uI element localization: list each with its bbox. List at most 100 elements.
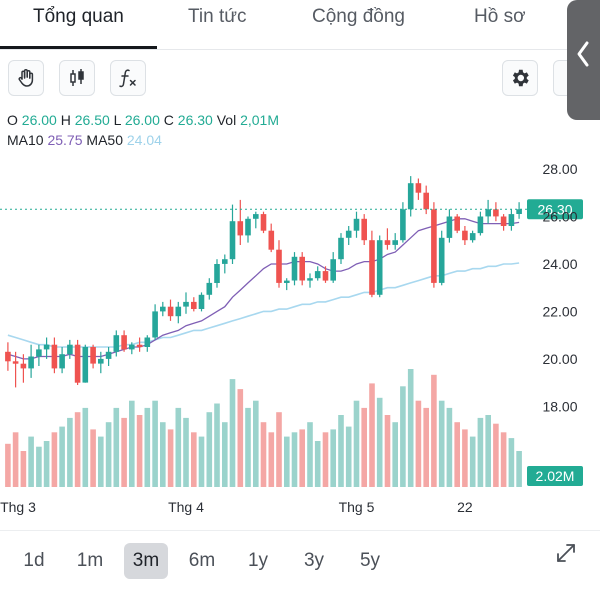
x-tick-label: Thg 5 xyxy=(339,499,375,515)
candle-body xyxy=(376,240,383,295)
side-panel-handle[interactable] xyxy=(567,0,600,120)
candle-body xyxy=(299,256,305,281)
volume-bar xyxy=(415,400,422,487)
chart-type-button[interactable] xyxy=(59,60,95,96)
price-chart[interactable]: 26.30 28.00 26.00 24.00 22.00 20.00 18.00 2.02M… xyxy=(0,140,600,520)
volume-bar xyxy=(51,432,58,487)
volume-label: Vol xyxy=(216,112,237,128)
high-value: 26.50 xyxy=(74,112,110,128)
y-tick-label: 22.00 xyxy=(542,303,577,319)
tab-profile[interactable]: Hồ sơ xyxy=(474,6,526,27)
hand-tool-button[interactable] xyxy=(8,60,44,96)
candle-body xyxy=(469,233,476,241)
period-1y[interactable]: 1y xyxy=(247,550,269,571)
candle-body xyxy=(20,363,27,369)
low-label: L xyxy=(113,112,121,128)
candle-body xyxy=(59,354,65,369)
tab-overview[interactable]: Tổng quan xyxy=(33,6,124,27)
candle-body xyxy=(74,344,81,383)
candle-body xyxy=(253,214,259,219)
volume-bar xyxy=(299,429,305,487)
volume-bar xyxy=(500,432,507,487)
candle-body xyxy=(438,237,445,283)
candle-body xyxy=(415,183,422,193)
volume-bar xyxy=(12,432,19,487)
candle-body xyxy=(268,230,275,250)
indicators-button[interactable] xyxy=(110,60,146,96)
volume-bar xyxy=(144,407,151,487)
candle-body xyxy=(136,344,143,348)
candle-body xyxy=(152,311,158,338)
period-1m[interactable]: 1m xyxy=(76,550,104,571)
period-3y[interactable]: 3y xyxy=(303,550,325,571)
volume-bar xyxy=(516,451,522,487)
settings-button[interactable] xyxy=(502,60,538,96)
candle-body xyxy=(167,306,174,317)
volume-bar xyxy=(59,426,65,487)
function-icon xyxy=(119,69,136,88)
candle-body xyxy=(222,259,228,264)
y-tick-label: 20.00 xyxy=(542,351,577,367)
candle-body xyxy=(36,349,42,357)
volume-bar xyxy=(407,369,414,487)
volume-bar xyxy=(152,400,158,487)
volume-bar xyxy=(214,403,220,487)
last-volume-label: 2.02M xyxy=(536,468,575,484)
y-tick-label: 28.00 xyxy=(542,161,577,177)
tab-news[interactable]: Tin tức xyxy=(188,6,247,27)
volume-bar xyxy=(322,432,329,487)
candle-body xyxy=(144,337,151,347)
volume-bar xyxy=(330,429,336,487)
candle-body xyxy=(369,240,375,295)
candle-body xyxy=(98,358,104,364)
ohlc-legend: O 26.00 H 26.50 L 26.00 C 26.30 Vol 2,01… xyxy=(7,112,279,128)
volume-bar xyxy=(438,400,445,487)
volume-bar xyxy=(175,407,182,487)
candle-body xyxy=(361,218,367,241)
volume-bar xyxy=(384,415,391,487)
volume-bar xyxy=(129,400,135,487)
volume-bar xyxy=(276,412,282,487)
volume-bar xyxy=(74,412,81,487)
volume-bar xyxy=(36,446,42,487)
candle-body xyxy=(260,214,267,231)
volume-bar xyxy=(222,422,228,487)
candle-body xyxy=(237,221,244,236)
period-6m[interactable]: 6m xyxy=(188,550,216,571)
period-3m[interactable]: 3m xyxy=(124,543,168,579)
ma10-label: MA10 xyxy=(7,132,44,148)
candle-body xyxy=(485,209,491,217)
low-value: 26.00 xyxy=(124,112,160,128)
volume-bar xyxy=(353,400,360,487)
candle-body xyxy=(384,240,391,245)
candle-body xyxy=(454,216,460,231)
last-volume-tag xyxy=(527,466,583,486)
candle-body xyxy=(43,344,50,350)
volume-bar xyxy=(345,426,352,487)
volume-bar xyxy=(43,441,50,487)
candle-body xyxy=(121,335,127,350)
period-1d[interactable]: 1d xyxy=(23,550,45,571)
candle-body xyxy=(160,306,166,312)
candle-body xyxy=(291,256,298,281)
close-value: 26.30 xyxy=(177,112,213,128)
tab-community[interactable]: Cộng đồng xyxy=(312,6,405,27)
high-label: H xyxy=(60,112,71,128)
candle-body xyxy=(500,216,507,226)
candle-body xyxy=(508,214,515,226)
volume-bar xyxy=(121,417,127,487)
period-5y[interactable]: 5y xyxy=(359,550,381,571)
ma50-value: 24.04 xyxy=(126,132,162,148)
candle-body xyxy=(198,294,205,309)
candle-body xyxy=(229,221,236,260)
candle-body xyxy=(322,271,329,281)
candle-body xyxy=(307,278,313,281)
candle-body xyxy=(516,209,522,214)
x-tick-label: Thg 3 xyxy=(0,499,36,515)
volume-bar xyxy=(477,417,484,487)
close-label: C xyxy=(163,112,174,128)
volume-bar xyxy=(105,422,112,487)
candle-body xyxy=(431,209,437,283)
volume-bar xyxy=(361,407,367,487)
expand-icon[interactable] xyxy=(554,541,578,565)
